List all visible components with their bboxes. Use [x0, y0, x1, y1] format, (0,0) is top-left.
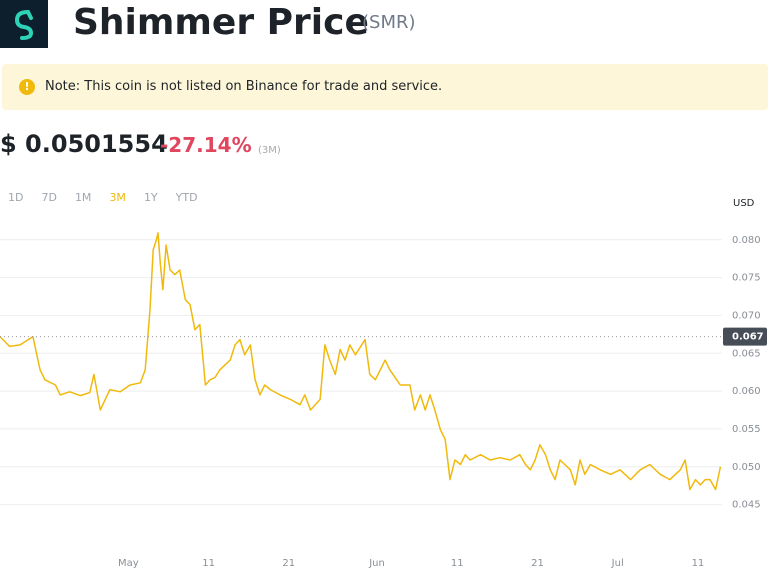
reference-label: 0.067 [732, 332, 764, 343]
note-text: Note: This coin is not listed on Binance… [45, 79, 443, 94]
y-tick-label: 0.060 [732, 386, 761, 397]
y-tick-label: 0.055 [732, 424, 761, 435]
logo-icon [14, 10, 34, 40]
y-tick-label: 0.045 [732, 500, 761, 511]
reference-box [723, 327, 767, 346]
price: $ 0.0501554 [0, 130, 168, 158]
note-banner: ! Note: This coin is not listed on Binan… [2, 64, 768, 110]
y-tick-label: 0.065 [732, 348, 761, 359]
x-tick-label: May [118, 558, 139, 569]
x-tick-label: 11 [692, 558, 705, 569]
interval-tab[interactable]: 1Y [143, 191, 158, 204]
y-tick-label: 0.050 [732, 462, 761, 473]
logo [0, 0, 48, 48]
price-change: -27.14% [160, 133, 252, 157]
x-tick-label: 21 [282, 558, 295, 569]
interval-tab[interactable]: 7D [41, 191, 57, 204]
x-tick-label: 11 [202, 558, 215, 569]
x-tick-label: 21 [531, 558, 544, 569]
x-tick-label: Jul [611, 558, 624, 569]
price-line [0, 232, 722, 491]
symbol: (SMR) [362, 12, 416, 33]
y-tick-label: 0.075 [732, 273, 761, 284]
period: (3M) [258, 145, 281, 156]
y-tick-label: 0.080 [732, 235, 761, 246]
x-tick-label: 11 [451, 558, 464, 569]
interval-tab[interactable]: 1D [8, 191, 24, 204]
title: Shimmer Price [73, 2, 369, 43]
y-tick-label: 0.070 [732, 310, 761, 321]
interval-tabs: 1D 7D 1M 3M 1Y YTD [8, 191, 216, 204]
interval-tab[interactable]: 3M [109, 191, 126, 204]
note-icon: ! [19, 79, 35, 95]
interval-tab[interactable]: 1M [74, 191, 92, 204]
interval-tab[interactable]: YTD [175, 191, 198, 204]
x-tick-label: Jun [368, 558, 385, 569]
y-axis-label: USD [733, 198, 755, 209]
